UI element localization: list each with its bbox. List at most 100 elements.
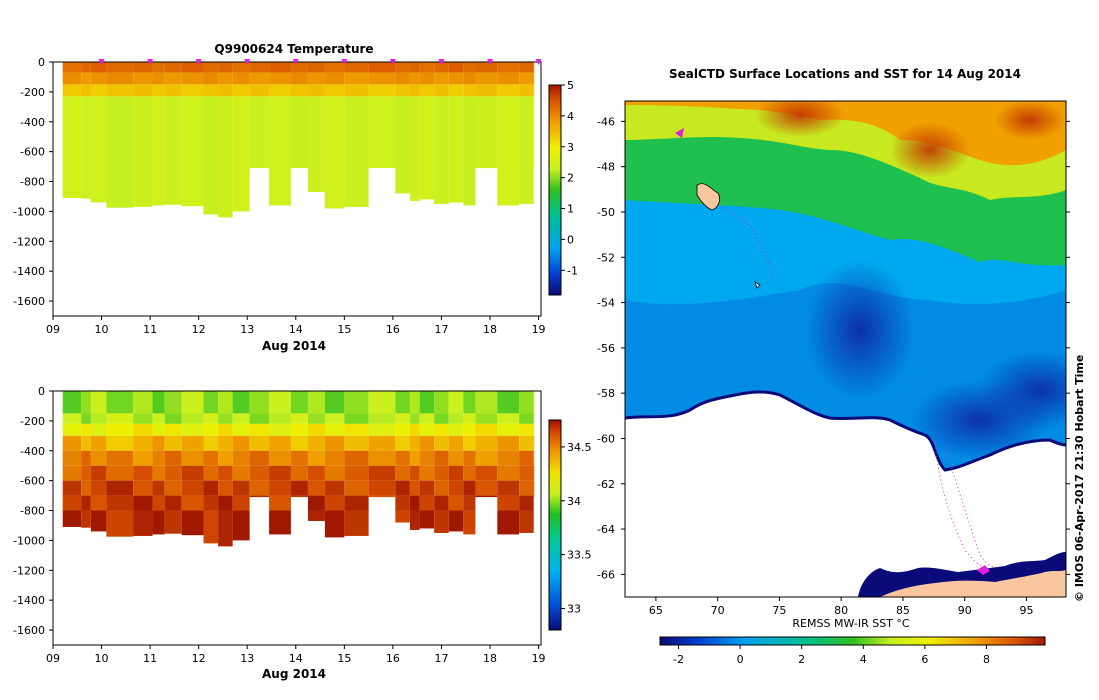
profile-cell [62,435,82,451]
profile-cell [90,465,107,481]
profile-cell [307,84,325,97]
profile-cell [448,413,464,424]
colorbar-tick-label: 34 [567,495,581,508]
profile-cell [368,84,396,97]
profile-cell [218,72,233,85]
surface-marker [438,59,445,65]
profile-cell [62,450,82,466]
profile-cell [152,423,165,436]
map-y-tick-label: -52 [597,251,615,264]
x-tick-label: 12 [192,323,206,336]
profile-cell [249,391,270,414]
profile-cell [181,391,204,414]
profile-cell [419,465,435,481]
profile-cell [290,84,308,97]
salinity-plot-frame [52,390,542,646]
profile-cell [463,435,476,451]
profile-cell [106,62,134,73]
temperature-x-axis: 09 10 11 12 13 14 15 16 17 18 19 [46,316,546,336]
profile-cell [344,72,369,85]
profile-cell [463,510,476,535]
profile-cell [395,450,410,466]
profile-cell [218,495,233,511]
seal-location-marker-north [675,128,684,138]
map-y-tick-label: -50 [597,206,615,219]
profile-cell [218,96,233,218]
profile-cell [368,72,396,85]
profile-cell [269,391,291,414]
profile-cell [269,96,291,206]
profile-cell [62,510,82,527]
profile-cell [62,62,82,73]
profile-cell [533,84,535,97]
profile-cell [203,495,219,511]
y-tick-label: -1400 [13,265,45,278]
profile-cell [434,465,449,481]
profile-cell [62,465,82,481]
profile-cell [133,391,153,414]
profile-cell [419,96,435,200]
map-y-tick-label: -66 [597,568,615,581]
profile-cell [90,423,107,436]
profile-cell [269,423,291,436]
profile-cell [203,480,219,496]
map-y-tick-label: -58 [597,387,615,400]
x-tick-label: 11 [143,323,157,336]
profile-cell [218,62,233,73]
profile-cell [269,72,291,85]
profile-cell [497,495,520,511]
profile-cell [106,435,134,451]
x-tick-label: 19 [532,652,546,665]
profile-cell [448,62,464,73]
profile-cell [419,450,435,466]
seal-track-north [704,194,773,281]
profile-cell [434,96,449,204]
profile-cell [133,96,153,207]
profile-cell [249,465,270,481]
profile-cell [269,62,291,73]
surface-marker [147,59,154,65]
profile-cell [448,96,464,203]
temperature-plot-title: Q9900624 Temperature [214,42,373,56]
profile-cell [409,435,420,451]
y-tick-label: -400 [20,116,45,129]
profile-cell [290,495,308,498]
profile-cell [133,62,153,73]
profile-cell [81,72,91,85]
profile-cell [307,391,325,414]
profile-cell [434,495,449,511]
profile-cell [307,465,325,481]
profile-cell [434,480,449,496]
profile-cell [419,495,435,511]
x-tick-label: 10 [95,652,109,665]
map-y-tick-label: -48 [597,161,615,174]
map-y-tick-label: -60 [597,432,615,445]
profile-cell [164,435,182,451]
profile-cell [218,84,233,97]
profile-cell [463,84,476,97]
profile-cell [344,84,369,97]
profile-cell [307,96,325,192]
profile-cell [324,62,345,73]
profile-cell [395,62,410,73]
profile-cell [232,423,250,436]
profile-cell [395,435,410,451]
profile-cell [203,413,219,424]
profile-cell [324,413,345,424]
seal-location-marker-south [977,565,990,575]
profile-cell [463,391,476,414]
profile-cell [81,510,91,528]
colorbar-tick-label: 33.5 [567,549,592,562]
profile-cell [497,465,520,481]
profile-cell [249,480,270,496]
profile-cell [90,480,107,496]
profile-cell [409,391,420,414]
profile-cell [448,391,464,414]
temperature-colorbar [548,84,562,296]
profile-cell [434,413,449,424]
surface-marker [487,59,494,65]
profile-cell [448,450,464,466]
profile-cell [290,423,308,436]
sst-colorbar-label: REMSS MW-IR SST °C [792,617,910,630]
profile-cell [290,465,308,481]
